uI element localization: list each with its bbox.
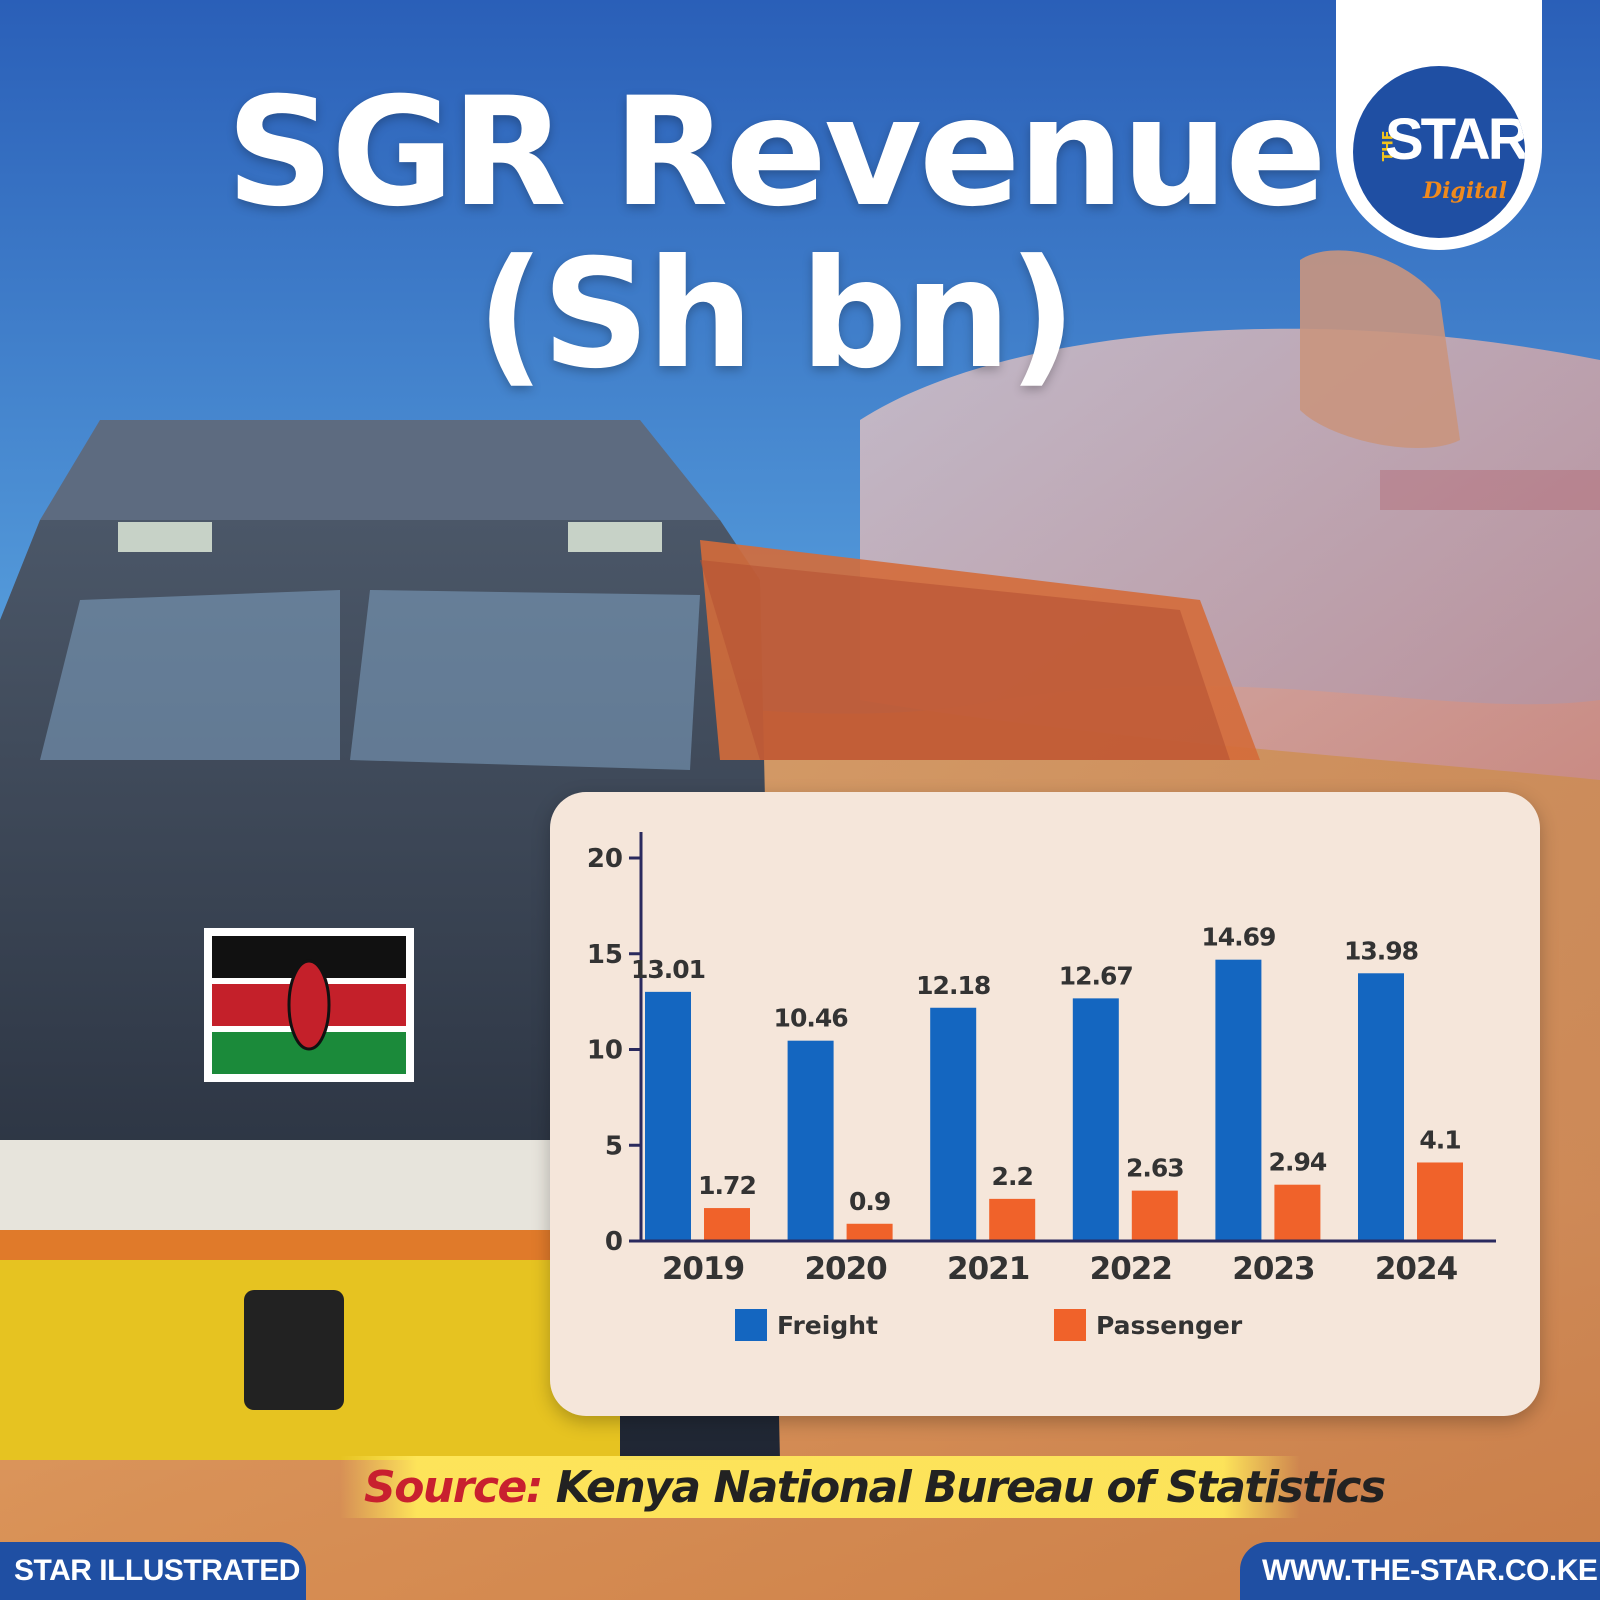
x-tick-label-2023: 2023 xyxy=(1232,1251,1314,1287)
x-tick-label-2024: 2024 xyxy=(1375,1251,1458,1287)
y-tick-label: 10 xyxy=(587,1036,623,1066)
bar-passenger-2024 xyxy=(1417,1162,1463,1240)
footer-website-link[interactable]: WWW.THE-STAR.CO.KE xyxy=(1240,1542,1600,1600)
source-band xyxy=(340,1456,1300,1518)
footer-star-illustrated: STAR ILLUSTRATED xyxy=(0,1542,306,1600)
data-label-passenger-2020: 0.9 xyxy=(849,1187,890,1216)
y-tick-label: 5 xyxy=(605,1131,623,1161)
title-line-1: SGR Revenue xyxy=(226,66,1327,240)
bar-freight-2023 xyxy=(1215,959,1262,1240)
bar-chart: 0 5 10 15 20 13.01 1.72 2019 10.46 0.9 2020 12.18 2.… xyxy=(587,832,1496,1341)
bar-freight-2024 xyxy=(1358,973,1404,1240)
data-label-passenger-2019: 1.72 xyxy=(698,1171,756,1200)
source-line: Source: Kenya National Bureau of Statist… xyxy=(364,1462,1386,1513)
source-value: Kenya National Bureau of Statistics xyxy=(555,1462,1386,1513)
y-tick-label: 20 xyxy=(587,844,623,874)
bar-passenger-2020 xyxy=(846,1223,893,1240)
data-label-passenger-2024: 4.1 xyxy=(1419,1125,1460,1154)
legend-swatch-freight xyxy=(735,1309,767,1341)
y-tick-label: 0 xyxy=(605,1227,623,1257)
data-label-passenger-2021: 2.2 xyxy=(992,1162,1033,1191)
data-label-passenger-2023: 2.94 xyxy=(1269,1148,1327,1177)
bar-passenger-2021 xyxy=(989,1198,1036,1240)
legend-label-freight: Freight xyxy=(777,1311,878,1340)
bar-passenger-2023 xyxy=(1274,1184,1321,1240)
data-label-freight-2020: 10.46 xyxy=(774,1004,849,1033)
x-tick-label-2019: 2019 xyxy=(662,1251,744,1287)
bar-freight-2020 xyxy=(787,1040,834,1240)
logo-circle: THE STAR Digital xyxy=(1353,66,1525,238)
bar-passenger-2019 xyxy=(704,1208,750,1240)
chart-card: 0 5 10 15 20 13.01 1.72 2019 10.46 0.9 2020 12.18 2.… xyxy=(550,792,1540,1416)
data-label-freight-2024: 13.98 xyxy=(1344,936,1418,965)
bar-passenger-2022 xyxy=(1131,1190,1178,1240)
data-label-freight-2019: 13.01 xyxy=(631,955,705,984)
data-label-freight-2022: 12.67 xyxy=(1059,961,1133,990)
legend-label-passenger: Passenger xyxy=(1096,1311,1243,1340)
x-tick-label-2021: 2021 xyxy=(947,1251,1029,1287)
source-label: Source: xyxy=(364,1462,543,1513)
x-tick-label-2022: 2022 xyxy=(1090,1251,1172,1287)
data-label-freight-2021: 12.18 xyxy=(916,971,990,1000)
logo-star-text: STAR xyxy=(1385,107,1525,172)
data-label-passenger-2022: 2.63 xyxy=(1126,1154,1184,1183)
bar-freight-2019 xyxy=(645,991,691,1240)
data-label-freight-2023: 14.69 xyxy=(1201,923,1275,952)
title-line-2: (Sh bn) xyxy=(476,228,1076,402)
bar-freight-2022 xyxy=(1072,998,1119,1240)
legend-swatch-passenger xyxy=(1054,1309,1086,1341)
x-tick-label-2020: 2020 xyxy=(804,1251,887,1287)
y-tick-label: 15 xyxy=(587,940,623,970)
star-digital-logo[interactable]: THE STAR Digital xyxy=(1336,0,1542,250)
logo-digital-text: Digital xyxy=(1423,178,1507,204)
bar-freight-2021 xyxy=(930,1007,977,1240)
